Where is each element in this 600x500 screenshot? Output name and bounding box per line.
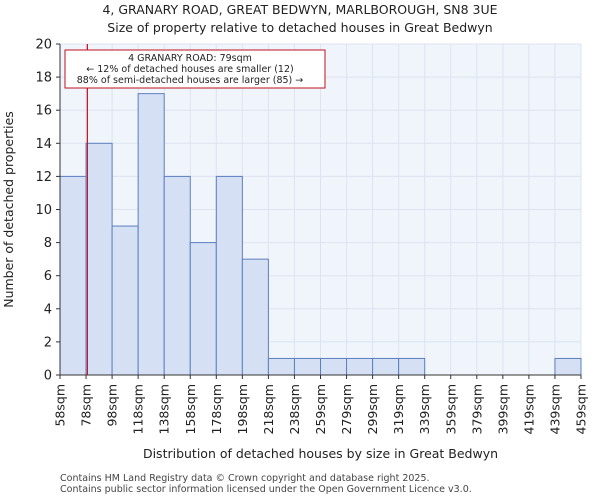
y-tick-label: 10	[35, 203, 52, 218]
footer-line-2: Contains public sector information licen…	[60, 484, 472, 495]
x-tick-label: 158sqm	[183, 384, 198, 434]
x-tick-label: 339sqm	[417, 384, 432, 434]
x-tick-label: 299sqm	[365, 384, 380, 434]
annotation-line-1: 4 GRANARY ROAD: 79sqm	[128, 53, 252, 64]
y-tick-label: 18	[35, 71, 52, 86]
y-tick-label: 6	[44, 269, 52, 284]
bar-58sqm	[59, 175, 87, 376]
bar-78sqm	[85, 142, 113, 376]
y-tick-labels: 0 2 4 6 8 10 12 14 16 18 20	[35, 38, 60, 384]
chart-subtitle: Size of property relative to detached ho…	[107, 20, 493, 35]
x-tick-label: 439sqm	[547, 384, 562, 434]
bar-198sqm	[241, 258, 269, 376]
x-tick-label: 98sqm	[105, 384, 120, 427]
chart-title: 4, GRANARY ROAD, GREAT BEDWYN, MARLBOROU…	[102, 2, 498, 17]
bar-319sqm	[398, 357, 426, 376]
y-axis-label: Number of detached properties	[1, 111, 16, 308]
x-tick-label: 218sqm	[261, 384, 276, 434]
bar-238sqm	[293, 357, 322, 376]
y-tick-label: 0	[44, 369, 52, 384]
y-tick-label: 12	[35, 170, 52, 185]
x-tick-labels: 58sqm 78sqm 98sqm 118sqm 138sqm 158sqm 178sqm 1…	[53, 375, 589, 434]
y-tick-label: 2	[44, 335, 52, 350]
bar-138sqm	[163, 175, 191, 376]
x-tick-label: 58sqm	[53, 384, 68, 427]
bar-299sqm	[372, 357, 400, 376]
x-tick-label: 138sqm	[157, 384, 172, 434]
x-tick-label: 78sqm	[79, 384, 94, 427]
footer-line-1: Contains HM Land Registry data © Crown c…	[60, 473, 430, 484]
y-tick-label: 20	[35, 38, 52, 53]
bars	[59, 93, 582, 376]
x-tick-label: 359sqm	[443, 384, 458, 434]
x-tick-label: 198sqm	[235, 384, 250, 434]
x-tick-label: 238sqm	[287, 384, 302, 434]
x-tick-label: 259sqm	[313, 384, 328, 434]
x-tick-label: 459sqm	[574, 384, 589, 434]
histogram-chart: 0 2 4 6 8 10 12 14 16 18 20 58sqm 78sqm 98sqm 118sqm 1…	[1, 38, 589, 462]
bar-98sqm	[111, 225, 139, 376]
bar-439sqm	[554, 357, 582, 376]
annotation-box: 4 GRANARY ROAD: 79sqm ← 12% of detached …	[64, 49, 326, 89]
x-tick-label: 319sqm	[391, 384, 406, 434]
annotation-border	[64, 49, 326, 89]
x-tick-label: 178sqm	[209, 384, 224, 434]
x-tick-label: 279sqm	[339, 384, 354, 434]
bar-158sqm	[189, 242, 217, 376]
bar-118sqm	[137, 93, 165, 376]
y-tick-label: 4	[44, 302, 52, 317]
x-axis-label: Distribution of detached houses by size …	[143, 446, 498, 461]
x-tick-label: 118sqm	[131, 384, 146, 434]
bar-279sqm	[346, 357, 374, 376]
x-tick-label: 419sqm	[521, 384, 536, 434]
bar-218sqm	[267, 357, 295, 376]
annotation-line-2: ← 12% of detached houses are smaller (12…	[86, 64, 293, 75]
y-tick-label: 8	[44, 236, 52, 251]
annotation-line-3: 88% of semi-detached houses are larger (…	[77, 75, 304, 86]
y-tick-label: 16	[35, 104, 52, 119]
x-tick-label: 379sqm	[469, 384, 484, 434]
y-tick-label: 14	[35, 137, 52, 152]
bar-259sqm	[320, 357, 348, 376]
bar-178sqm	[215, 175, 243, 376]
x-tick-label: 399sqm	[495, 384, 510, 434]
